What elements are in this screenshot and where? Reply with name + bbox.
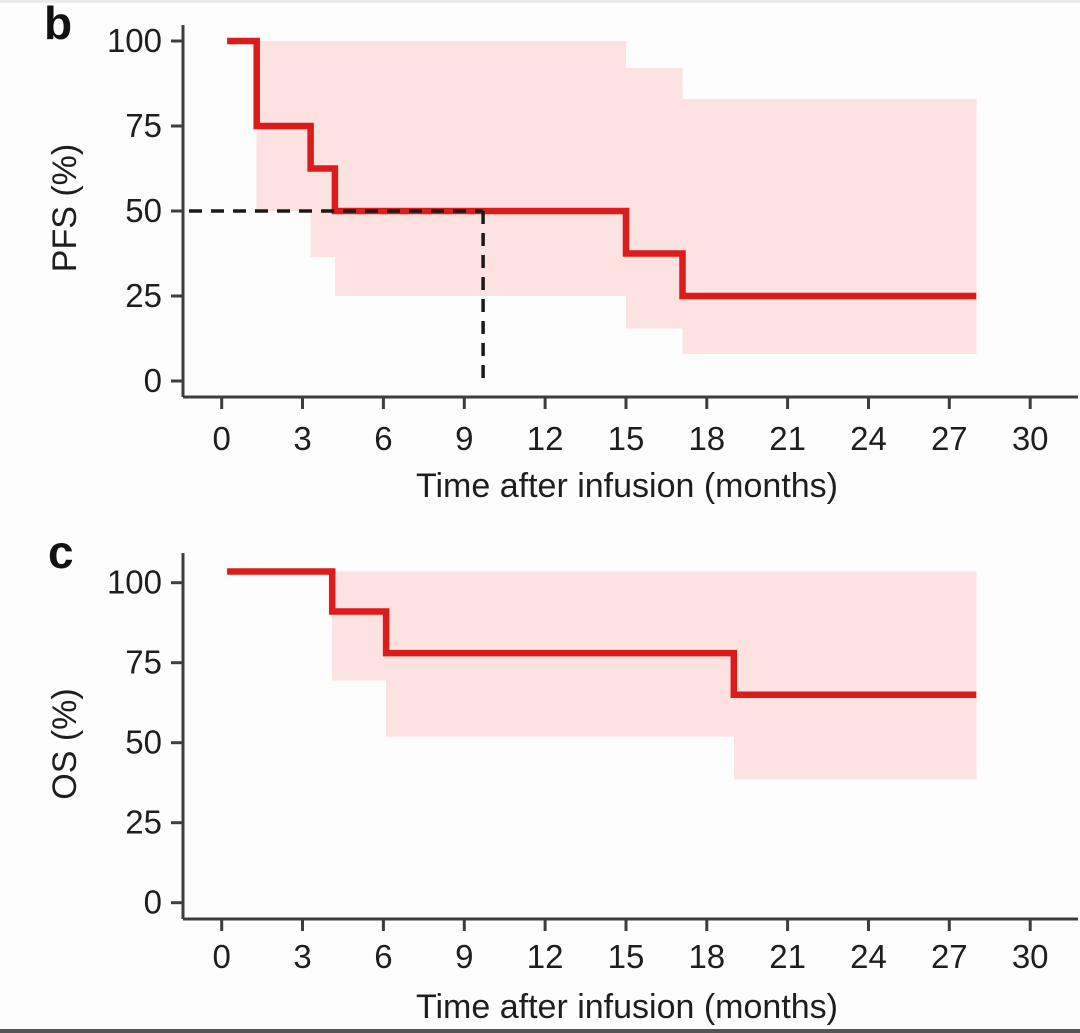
y-tick-label: 50 [125, 192, 162, 229]
x-tick-label: 30 [1012, 420, 1049, 457]
os-axes-layer: 0 3 6 9 12 15 18 21 24 27 30 100 75 50 25 0 [107, 553, 1078, 975]
pfs-ci-band [256, 41, 977, 354]
pfs-median-layer [189, 209, 485, 381]
x-tick-label: 15 [608, 938, 645, 975]
x-tick-label: 12 [527, 420, 564, 457]
x-tick-label: 12 [527, 938, 564, 975]
bottom-edge-strip [0, 1029, 1080, 1033]
x-tick-label: 27 [931, 420, 968, 457]
panel-label-b: b [44, 0, 72, 49]
y-tick-label: 0 [144, 362, 162, 399]
x-tick-label: 6 [374, 938, 392, 975]
os-x-axis-title: Time after infusion (months) [416, 988, 838, 1026]
y-tick-label: 75 [125, 644, 162, 681]
y-tick-label: 100 [107, 22, 162, 59]
x-tick-label: 24 [850, 938, 887, 975]
os-curve-layer [227, 568, 977, 698]
x-tick-label: 0 [213, 938, 231, 975]
x-tick-label: 0 [213, 420, 231, 457]
y-tick-label: 25 [125, 804, 162, 841]
y-tick-label: 100 [107, 564, 162, 601]
x-tick-label: 18 [688, 938, 725, 975]
x-tick-label: 9 [455, 938, 473, 975]
pfs-curve-layer [227, 37, 977, 300]
y-tick-label: 25 [125, 277, 162, 314]
y-tick-label: 0 [144, 884, 162, 921]
x-tick-label: 21 [769, 420, 806, 457]
ci-band-segment [626, 68, 683, 329]
x-tick-label: 27 [931, 938, 968, 975]
pfs-y-axis-title: PFS (%) [46, 144, 84, 272]
ci-band-segment [682, 98, 977, 354]
ci-band-segment [332, 571, 387, 681]
panel-pfs: 0 3 6 9 12 15 18 21 24 27 30 100 75 50 25 0 b PFS (%) T… [44, 0, 1078, 505]
os-curve [227, 568, 977, 698]
x-tick-label: 21 [769, 938, 806, 975]
x-tick-label: 6 [374, 420, 392, 457]
os-y-axis-title: OS (%) [46, 688, 84, 799]
x-tick-label: 3 [293, 938, 311, 975]
panel-label-c: c [48, 526, 74, 578]
y-tick-label: 75 [125, 107, 162, 144]
top-edge-strip [0, 0, 1080, 3]
x-tick-label: 3 [293, 420, 311, 457]
pfs-curve [227, 37, 977, 300]
panel-os: 0 3 6 9 12 15 18 21 24 27 30 100 75 50 25 0 c OS (%) Ti… [46, 526, 1078, 1026]
pfs-x-axis-title: Time after infusion (months) [416, 467, 838, 505]
x-tick-label: 30 [1012, 938, 1049, 975]
x-tick-label: 24 [850, 420, 887, 457]
ci-band-segment [334, 41, 626, 296]
y-tick-label: 50 [125, 724, 162, 761]
x-tick-label: 18 [688, 420, 725, 457]
pfs-axes-layer: 0 3 6 9 12 15 18 21 24 27 30 100 75 50 25 0 [107, 22, 1078, 457]
ci-band-segment [310, 41, 335, 257]
x-tick-label: 9 [455, 420, 473, 457]
x-tick-label: 15 [608, 420, 645, 457]
ci-band-segment [733, 571, 977, 780]
